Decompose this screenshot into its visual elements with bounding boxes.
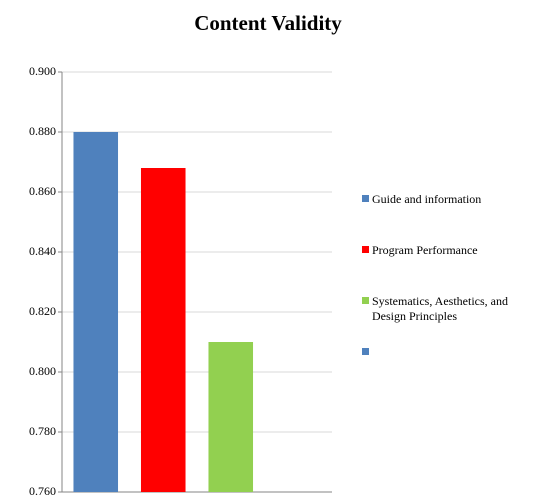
y-tick-label: 0.900	[29, 64, 56, 78]
legend-entry: Program Performance	[362, 243, 532, 258]
y-tick-label: 0.860	[29, 184, 56, 198]
legend-swatch	[362, 297, 369, 304]
y-tick-label: 0.780	[29, 424, 56, 438]
bar	[140, 168, 186, 492]
legend-entry	[362, 345, 532, 355]
legend-swatch	[362, 195, 369, 202]
legend-swatch	[362, 246, 369, 253]
legend-label: Program Performance	[372, 243, 478, 257]
y-tick-label: 0.880	[29, 124, 56, 138]
legend-entry: Guide and information	[362, 192, 532, 207]
y-tick-label: 0.800	[29, 364, 56, 378]
y-tick-label: 0.820	[29, 304, 56, 318]
legend-label: Systematics, Aesthetics, and Design Prin…	[372, 294, 508, 323]
bar	[208, 342, 254, 492]
y-tick-label: 0.840	[29, 244, 56, 258]
y-tick-label: 0.760	[29, 484, 56, 498]
legend-entry: Systematics, Aesthetics, and Design Prin…	[362, 294, 532, 324]
legend-label: Guide and information	[372, 192, 482, 206]
bar	[73, 132, 119, 492]
chart-title: Content Validity	[194, 11, 342, 35]
legend-swatch	[362, 348, 369, 355]
